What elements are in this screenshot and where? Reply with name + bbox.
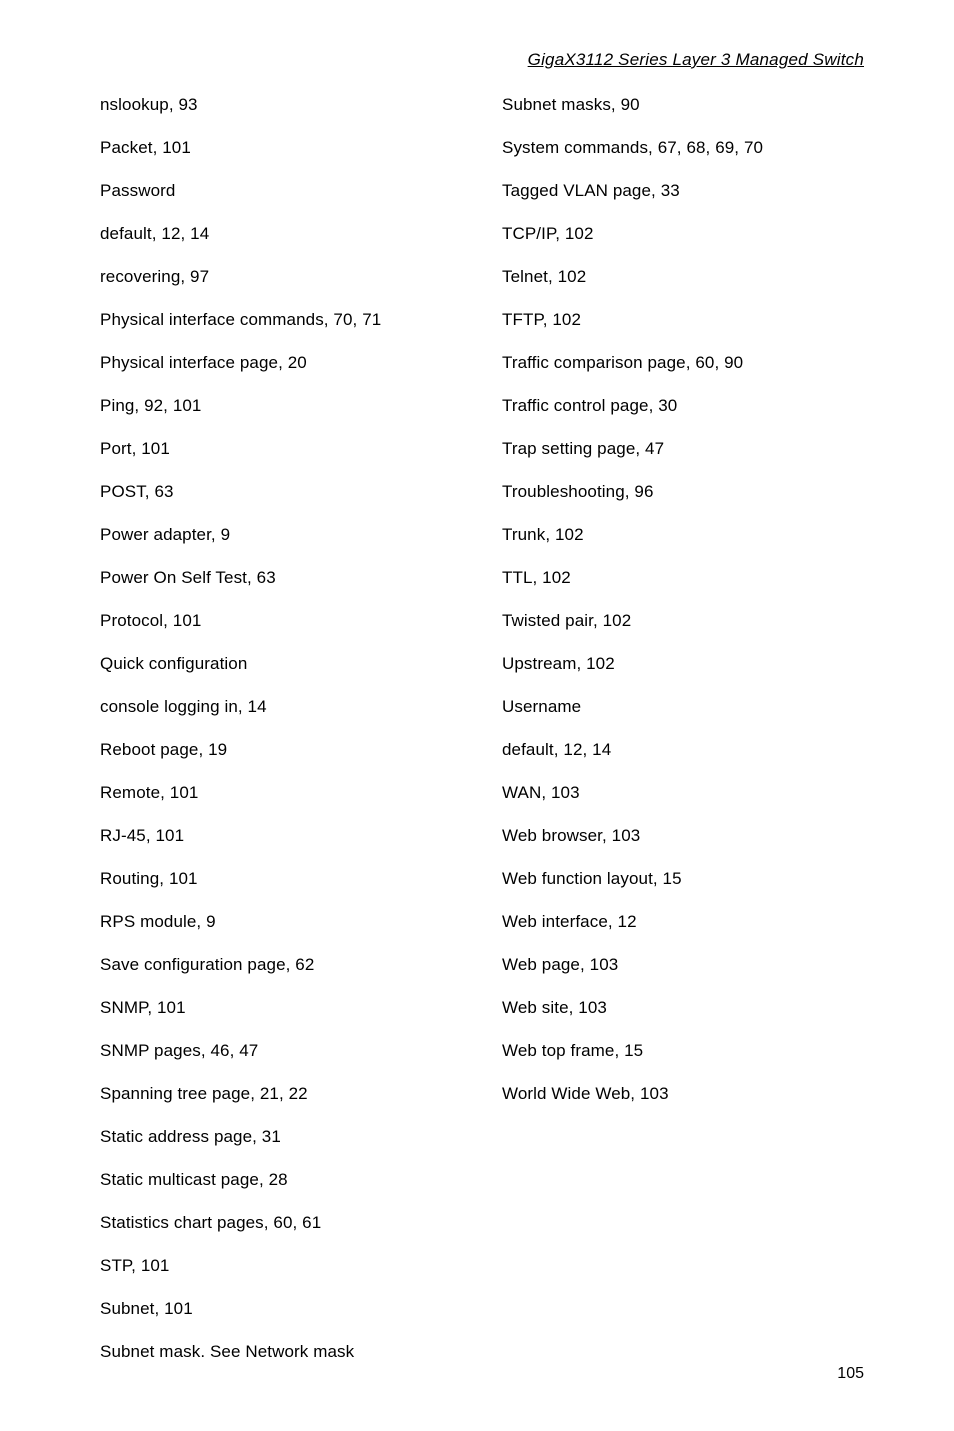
index-entry: Trunk, 102 <box>502 522 874 548</box>
index-entry: SNMP pages, 46, 47 <box>100 1038 472 1064</box>
index-entry: nslookup, 93 <box>100 92 472 118</box>
index-entry: System commands, 67, 68, 69, 70 <box>502 135 874 161</box>
index-entry: Subnet masks, 90 <box>502 92 874 118</box>
index-entry: Subnet mask. See Network mask <box>100 1339 472 1365</box>
index-entry: TCP/IP, 102 <box>502 221 874 247</box>
index-entry: Physical interface page, 20 <box>100 350 472 376</box>
index-entry: Traffic control page, 30 <box>502 393 874 419</box>
page-header: GigaX3112 Series Layer 3 Managed Switch <box>100 50 874 70</box>
index-entry: default, 12, 14 <box>502 737 874 763</box>
index-entry: TTL, 102 <box>502 565 874 591</box>
index-entry: World Wide Web, 103 <box>502 1081 874 1107</box>
index-columns: nslookup, 93 Packet, 101 Password default, … <box>100 92 874 1382</box>
index-entry: Statistics chart pages, 60, 61 <box>100 1210 472 1236</box>
index-entry: Traffic comparison page, 60, 90 <box>502 350 874 376</box>
index-entry: Tagged VLAN page, 33 <box>502 178 874 204</box>
index-entry: Web function layout, 15 <box>502 866 874 892</box>
index-entry: default, 12, 14 <box>100 221 472 247</box>
page-container: GigaX3112 Series Layer 3 Managed Switch … <box>0 0 954 1422</box>
header-title: GigaX3112 Series Layer 3 Managed Switch <box>528 50 864 69</box>
index-entry: recovering, 97 <box>100 264 472 290</box>
index-entry: Static multicast page, 28 <box>100 1167 472 1193</box>
index-entry: SNMP, 101 <box>100 995 472 1021</box>
index-entry: Port, 101 <box>100 436 472 462</box>
index-entry: Reboot page, 19 <box>100 737 472 763</box>
index-entry: Web interface, 12 <box>502 909 874 935</box>
index-entry: TFTP, 102 <box>502 307 874 333</box>
index-entry: Telnet, 102 <box>502 264 874 290</box>
index-entry: RPS module, 9 <box>100 909 472 935</box>
index-entry: Troubleshooting, 96 <box>502 479 874 505</box>
index-entry: RJ-45, 101 <box>100 823 472 849</box>
index-entry: Remote, 101 <box>100 780 472 806</box>
index-entry: Protocol, 101 <box>100 608 472 634</box>
index-entry: Packet, 101 <box>100 135 472 161</box>
index-entry: WAN, 103 <box>502 780 874 806</box>
page-number: 105 <box>837 1365 864 1383</box>
index-entry: Ping, 92, 101 <box>100 393 472 419</box>
index-entry: Routing, 101 <box>100 866 472 892</box>
index-entry: Save configuration page, 62 <box>100 952 472 978</box>
index-entry: Spanning tree page, 21, 22 <box>100 1081 472 1107</box>
index-entry: POST, 63 <box>100 479 472 505</box>
right-column: Subnet masks, 90 System commands, 67, 68,… <box>502 92 874 1382</box>
index-entry: Trap setting page, 47 <box>502 436 874 462</box>
left-column: nslookup, 93 Packet, 101 Password default, … <box>100 92 472 1382</box>
index-entry: Web top frame, 15 <box>502 1038 874 1064</box>
index-entry: Quick configuration <box>100 651 472 677</box>
index-entry: Web page, 103 <box>502 952 874 978</box>
index-entry: Web browser, 103 <box>502 823 874 849</box>
index-entry: Upstream, 102 <box>502 651 874 677</box>
index-entry: Power adapter, 9 <box>100 522 472 548</box>
index-entry: STP, 101 <box>100 1253 472 1279</box>
index-entry: Subnet, 101 <box>100 1296 472 1322</box>
index-entry: Power On Self Test, 63 <box>100 565 472 591</box>
index-entry: Web site, 103 <box>502 995 874 1021</box>
index-entry: Static address page, 31 <box>100 1124 472 1150</box>
index-entry: Twisted pair, 102 <box>502 608 874 634</box>
index-entry: Physical interface commands, 70, 71 <box>100 307 472 333</box>
index-entry: console logging in, 14 <box>100 694 472 720</box>
index-entry: Password <box>100 178 472 204</box>
index-entry: Username <box>502 694 874 720</box>
